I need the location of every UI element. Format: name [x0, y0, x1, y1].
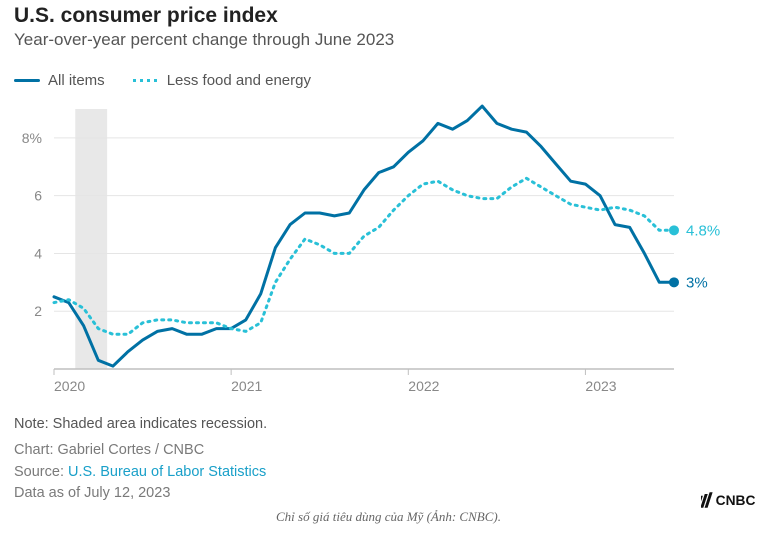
- svg-text:3%: 3%: [686, 274, 708, 291]
- cnbc-logo: CNBC: [701, 490, 763, 515]
- svg-text:2022: 2022: [408, 378, 439, 394]
- svg-text:6: 6: [34, 188, 42, 204]
- svg-text:8%: 8%: [22, 130, 42, 146]
- chart-title: U.S. consumer price index: [14, 4, 763, 28]
- svg-text:4.8%: 4.8%: [686, 222, 720, 239]
- source-link[interactable]: U.S. Bureau of Labor Statistics: [68, 464, 266, 480]
- source-line: Source: U.S. Bureau of Labor Statistics: [14, 462, 763, 484]
- legend: All items Less food and energy: [14, 72, 763, 89]
- chart-credit: Chart: Gabriel Cortes / CNBC: [14, 440, 763, 462]
- line-chart: 2 4 6 8% 2020 2021 2022 2023 3% 4.8%: [14, 99, 734, 399]
- legend-item-all: All items: [14, 72, 105, 89]
- svg-text:2021: 2021: [231, 378, 262, 394]
- svg-text:2023: 2023: [585, 378, 616, 394]
- image-caption: Chỉ số giá tiêu dùng của Mỹ (Ảnh: CNBC).: [0, 509, 777, 525]
- chart-area: 2 4 6 8% 2020 2021 2022 2023 3% 4.8%: [14, 99, 763, 404]
- data-date: Data as of July 12, 2023: [14, 483, 763, 505]
- legend-label-core: Less food and energy: [167, 72, 311, 89]
- svg-text:2020: 2020: [54, 378, 85, 394]
- notes-block: Note: Shaded area indicates recession. C…: [14, 414, 763, 505]
- chart-subtitle: Year-over-year percent change through Ju…: [14, 30, 763, 50]
- svg-text:2: 2: [34, 303, 42, 319]
- svg-text:CNBC: CNBC: [716, 493, 756, 508]
- recession-note: Note: Shaded area indicates recession.: [14, 414, 763, 436]
- legend-label-all: All items: [48, 72, 105, 89]
- swatch-dotted-icon: [133, 79, 159, 82]
- swatch-solid-icon: [14, 79, 40, 82]
- source-prefix: Source:: [14, 464, 68, 480]
- svg-text:4: 4: [34, 245, 42, 261]
- legend-item-core: Less food and energy: [133, 72, 311, 89]
